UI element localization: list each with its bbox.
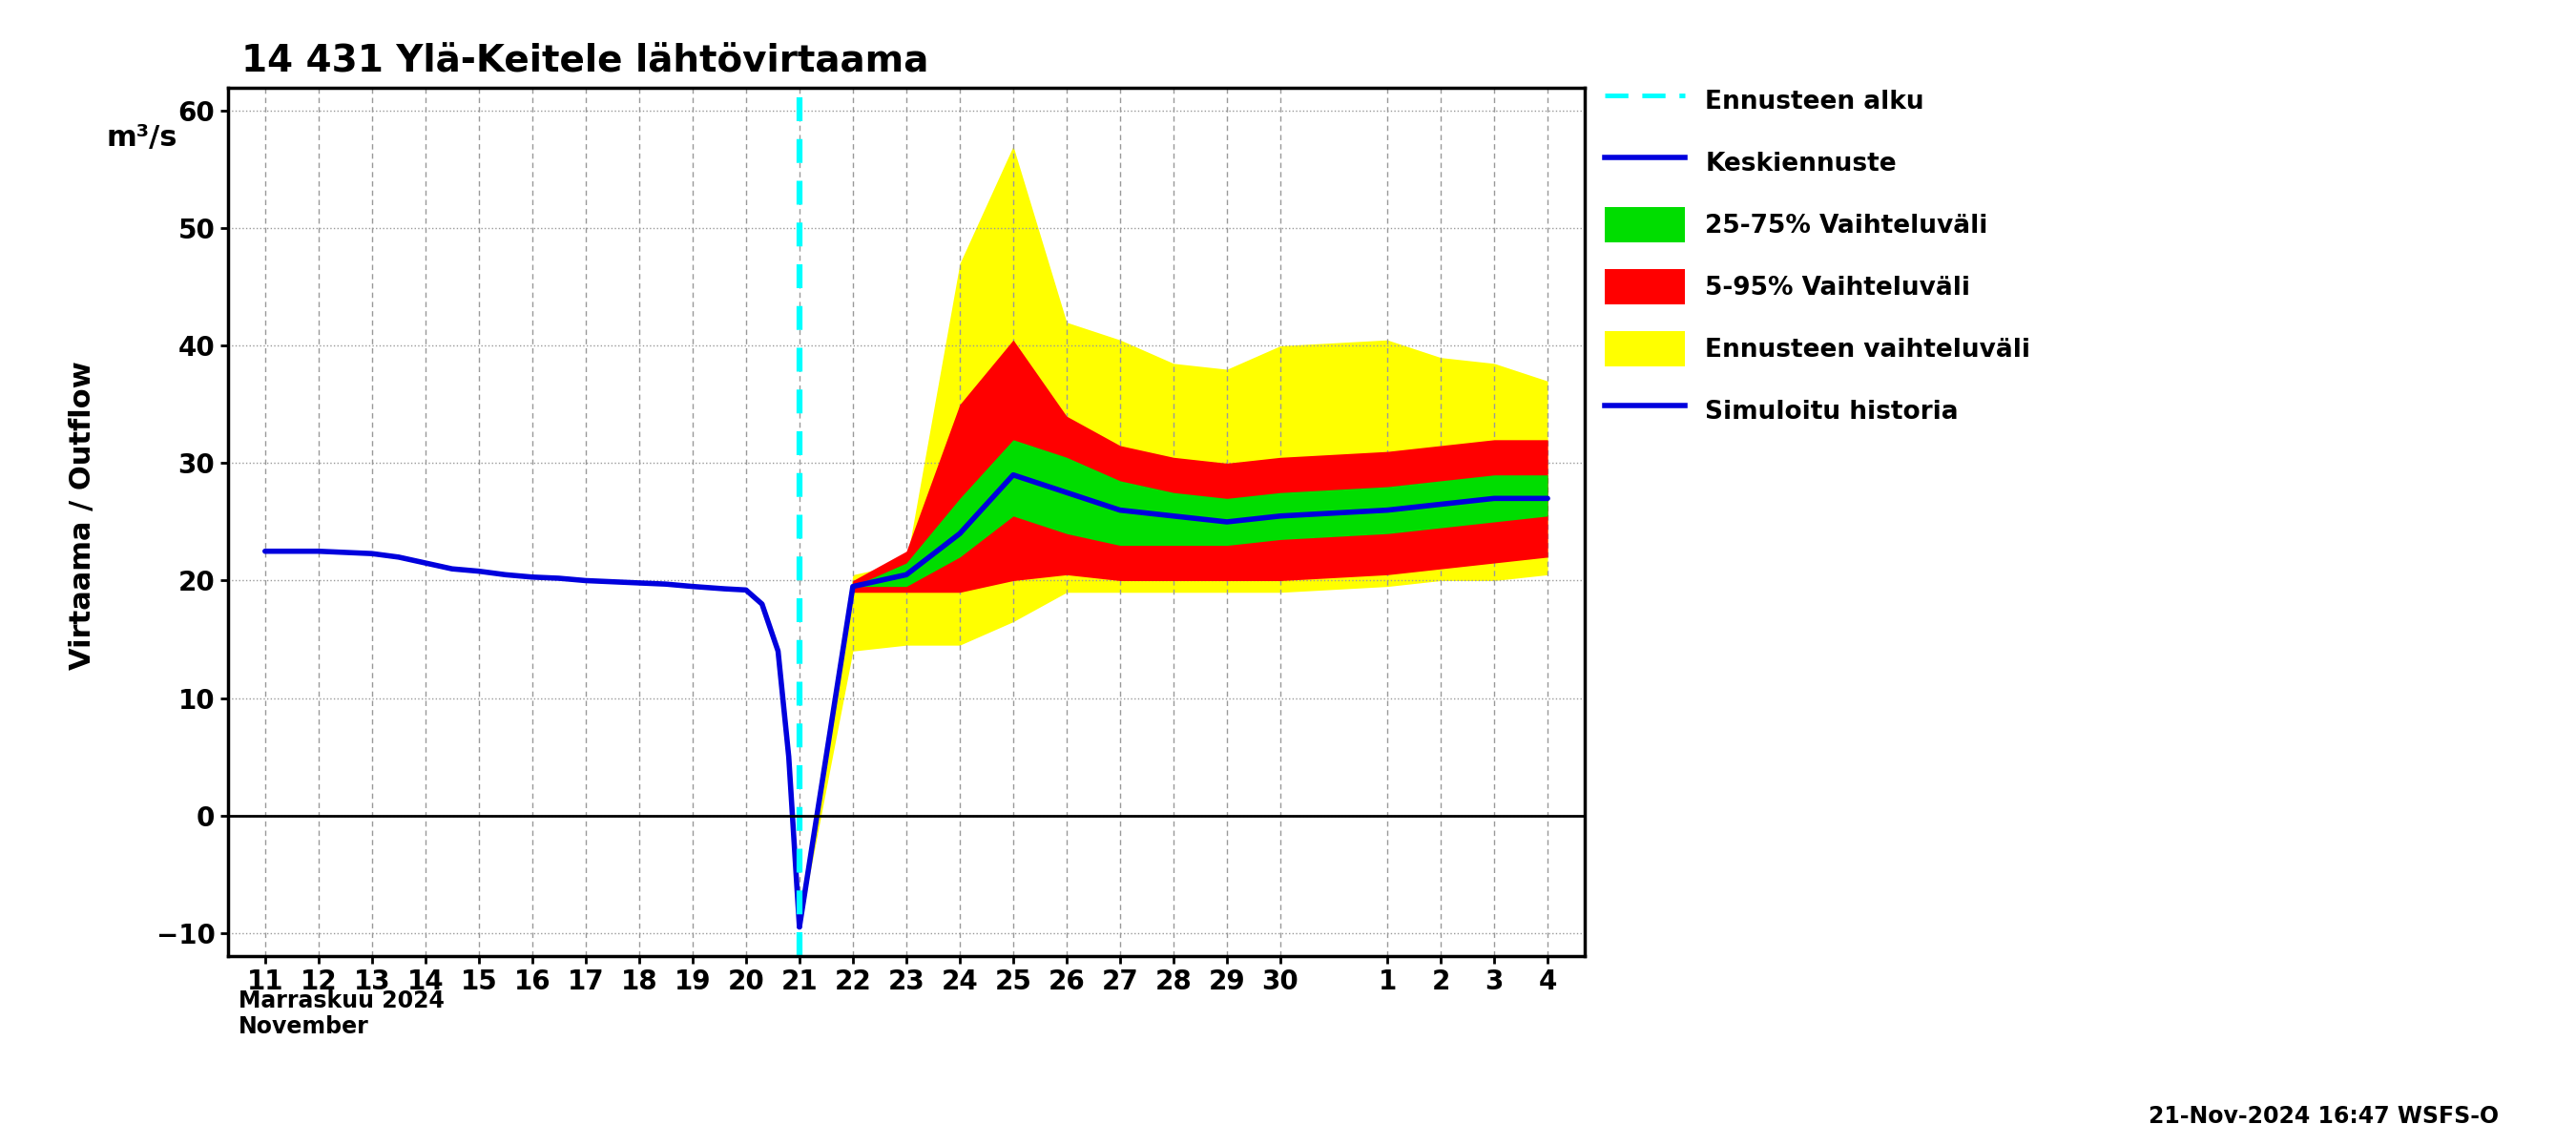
Legend: Ennusteen alku, Keskiennuste, 25-75% Vaihteluväli, 5-95% Vaihteluväli, Ennusteen: Ennusteen alku, Keskiennuste, 25-75% Vai…: [1605, 82, 2030, 428]
Text: Marraskuu 2024
November: Marraskuu 2024 November: [240, 989, 443, 1039]
Text: 21-Nov-2024 16:47 WSFS-O: 21-Nov-2024 16:47 WSFS-O: [2148, 1105, 2499, 1128]
Text: Virtaama / Outflow: Virtaama / Outflow: [70, 361, 95, 670]
Text: 14 431 Ylä-Keitele lähtövirtaama: 14 431 Ylä-Keitele lähtövirtaama: [242, 42, 927, 79]
Text: m³/s: m³/s: [106, 124, 178, 151]
